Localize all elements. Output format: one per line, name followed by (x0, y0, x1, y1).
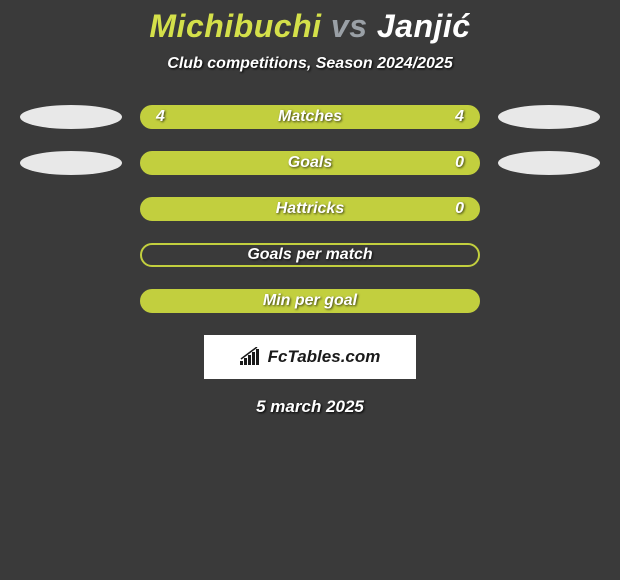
subtitle: Club competitions, Season 2024/2025 (0, 55, 620, 73)
player1-name: Michibuchi (149, 8, 321, 44)
comparison-chart: 4 Matches 4 Goals 0 Hattricks 0 Goals per match… (0, 105, 620, 313)
stat-bar: 4 Matches 4 (140, 105, 480, 129)
logo-box: FcTables.com (204, 335, 416, 379)
chart-bars-icon (240, 347, 262, 367)
stat-bar: Min per goal (140, 289, 480, 313)
stat-row: Hattricks 0 (0, 197, 620, 221)
player2-name: Janjić (377, 8, 471, 44)
stat-label: Matches (278, 108, 342, 126)
stat-label: Goals per match (247, 246, 372, 264)
stat-bar: Goals per match (140, 243, 480, 267)
left-ellipse (20, 151, 122, 175)
stat-right-value: 0 (455, 154, 464, 172)
stat-right-value: 4 (455, 108, 464, 126)
stat-label: Min per goal (263, 292, 357, 310)
date-text: 5 march 2025 (0, 397, 620, 417)
logo-text: FcTables.com (268, 347, 381, 367)
page-title: Michibuchi vs Janjić (0, 8, 620, 45)
stat-row: Goals 0 (0, 151, 620, 175)
left-ellipse (20, 105, 122, 129)
comparison-widget: Michibuchi vs Janjić Club competitions, … (0, 0, 620, 417)
right-ellipse (498, 105, 600, 129)
stat-label: Goals (288, 154, 332, 172)
stat-bar: Hattricks 0 (140, 197, 480, 221)
stat-right-value: 0 (455, 200, 464, 218)
stat-row: Goals per match (0, 243, 620, 267)
stat-row: 4 Matches 4 (0, 105, 620, 129)
stat-bar: Goals 0 (140, 151, 480, 175)
stat-row: Min per goal (0, 289, 620, 313)
stat-label: Hattricks (276, 200, 344, 218)
right-ellipse (498, 151, 600, 175)
stat-left-value: 4 (156, 108, 165, 126)
vs-text: vs (331, 8, 368, 44)
